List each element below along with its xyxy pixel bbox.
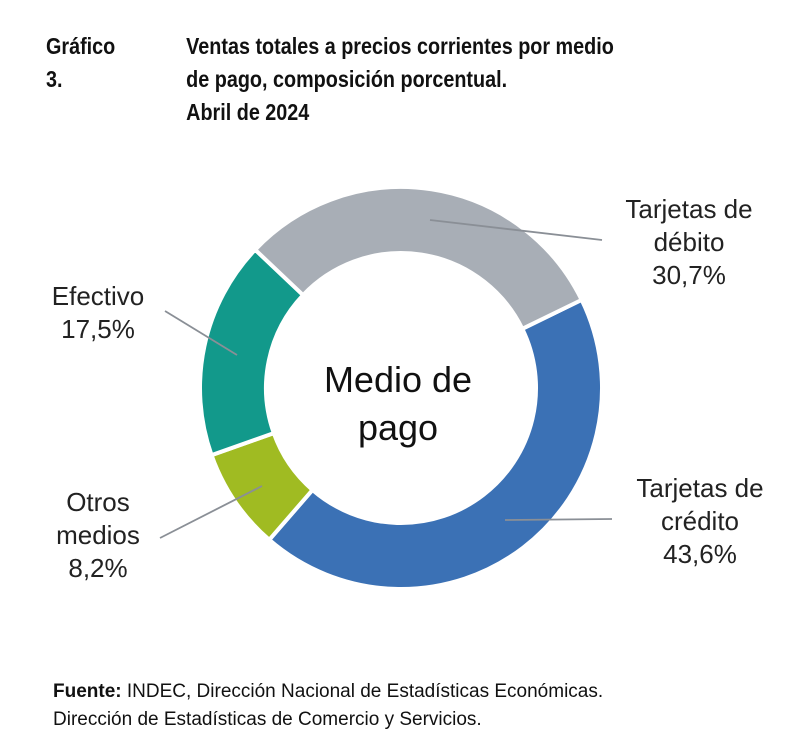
slice-value-label: 43,6% <box>663 539 737 569</box>
center-label: pago <box>358 407 438 448</box>
leader-line <box>504 518 613 521</box>
leader-line <box>159 485 263 539</box>
center-label: Medio de <box>324 359 472 400</box>
source-line: INDEC, Dirección Nacional de Estadística… <box>121 681 604 702</box>
slice-name-label: Otros <box>66 487 130 517</box>
leader-line <box>164 310 238 356</box>
slice-name-label: Tarjetas de <box>625 194 752 224</box>
slice-name-label: débito <box>654 227 725 257</box>
slice-name-label: Tarjetas de <box>636 473 763 503</box>
title-line: de pago, composición porcentual. <box>186 66 508 92</box>
slice-name-label: medios <box>56 520 140 550</box>
chart-number: Gráfico 3. <box>46 33 116 92</box>
source-line: Dirección de Estadísticas de Comercio y … <box>53 709 482 730</box>
slice-name-label: Efectivo <box>52 281 145 311</box>
slice-tarjetas-de-crédito <box>266 297 604 591</box>
title-line: Ventas totales a precios corrientes por … <box>186 33 614 59</box>
slice-value-label: 30,7% <box>652 260 726 290</box>
source-bold: Fuente: <box>53 681 122 702</box>
slice-tarjetas-de-débito <box>252 185 585 332</box>
title-line: Abril de 2024 <box>186 99 310 125</box>
donut-chart: Medio de pago Tarjetas decrédito43,6%Otr… <box>52 185 764 591</box>
source-note: Fuente: INDEC, Dirección Nacional de Est… <box>53 678 603 734</box>
slice-value-label: 17,5% <box>61 314 135 344</box>
slice-value-label: 8,2% <box>68 553 127 583</box>
leader-line <box>429 219 603 241</box>
slice-name-label: crédito <box>661 506 739 536</box>
